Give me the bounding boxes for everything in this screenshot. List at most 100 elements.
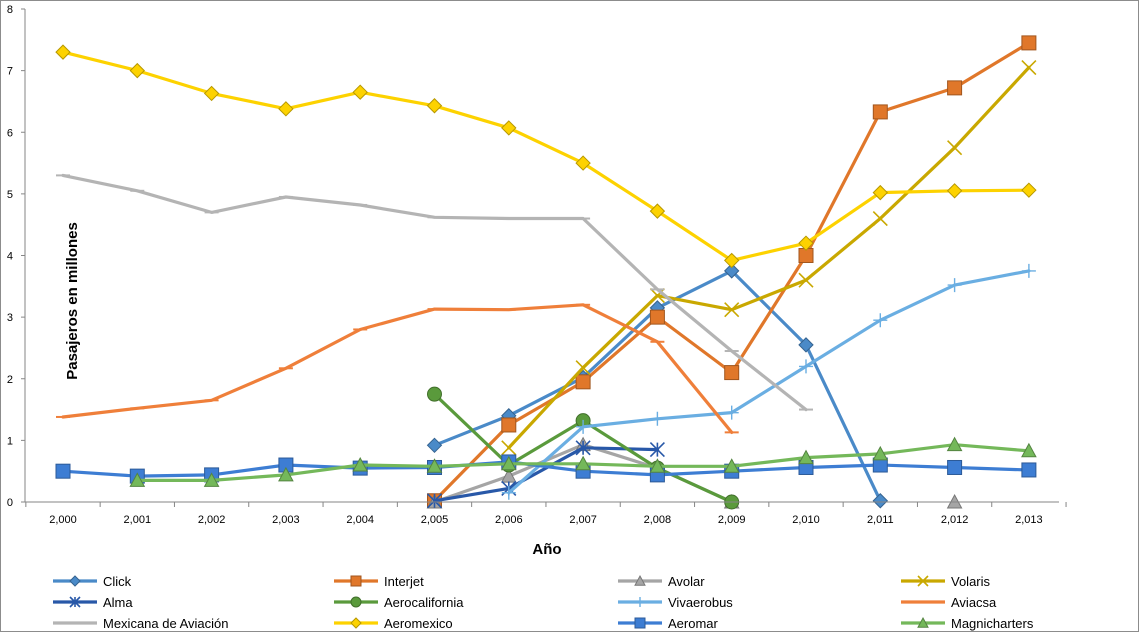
data-point-magnicharters <box>872 445 889 461</box>
data-point-vivaerobus <box>1021 263 1036 278</box>
x-tick-label: 2,000 <box>49 514 77 526</box>
legend-item-aviacsa: Aviacsa <box>901 595 997 610</box>
data-point-magnicharters <box>129 472 146 487</box>
legend-swatch-marker <box>350 617 362 629</box>
series-line-aviacsa <box>61 303 734 434</box>
series-line-vivaerobus <box>507 269 1031 495</box>
legend-label: Aerocalifornia <box>384 595 464 610</box>
x-tick-label: 2,012 <box>941 514 969 526</box>
data-point-aeromexico <box>798 235 814 251</box>
data-point-interjet <box>947 80 963 96</box>
legend-label: Avolar <box>668 574 705 589</box>
legend-label: Magnicharters <box>951 616 1034 631</box>
data-point-magnicharters <box>426 458 443 473</box>
legend-item-aeromexico: Aeromexico <box>334 616 453 631</box>
legend-item-volaris: Volaris <box>901 574 991 589</box>
data-point-vivaerobus <box>650 411 665 426</box>
data-point-aeromexico <box>501 120 517 136</box>
data-point-magnicharters <box>575 455 591 471</box>
data-point-click <box>426 437 443 454</box>
data-point-volaris <box>872 210 888 227</box>
legend-item-alma: Alma <box>53 595 133 610</box>
data-point-aeromar <box>947 459 963 475</box>
legend-item-magnicharters: Magnicharters <box>901 616 1034 631</box>
legend-swatch-marker <box>917 616 929 628</box>
data-point-interjet <box>724 365 740 381</box>
x-tick-label: 2,006 <box>495 514 523 526</box>
legend-swatch-marker <box>634 574 646 586</box>
legend-swatch-marker <box>350 596 362 608</box>
legend-swatch-marker <box>350 575 362 587</box>
x-tick-label: 2,009 <box>718 514 746 526</box>
legend: Click Interjet Avolar Volaris Alma Aerocalifo… <box>53 574 1034 631</box>
data-point-magnicharters <box>723 458 740 473</box>
data-point-click <box>872 493 889 509</box>
series-line-aeromexico <box>61 50 1031 262</box>
data-point-aeromexico <box>55 44 71 60</box>
series-vivaerobus <box>501 263 1036 500</box>
legend-swatch-marker <box>917 575 929 587</box>
data-point-alma <box>649 442 665 458</box>
x-tick-label: 2,004 <box>346 514 374 526</box>
data-point-volaris <box>798 272 814 288</box>
data-point-vivaerobus <box>799 359 813 374</box>
series-line-mexicana-de-aviacion <box>61 173 808 412</box>
data-point-magnicharters <box>500 455 517 471</box>
data-point-interjet <box>575 374 591 390</box>
data-point-vivaerobus <box>873 313 888 328</box>
series-line-aeromar <box>61 460 1031 478</box>
legend-item-click: Click <box>53 574 132 589</box>
data-point-vivaerobus <box>947 278 962 293</box>
series-aviacsa <box>56 303 739 434</box>
data-point-interjet <box>1021 35 1037 51</box>
legend-item-vivaerobus: Vivaerobus <box>618 595 733 610</box>
data-point-interjet <box>649 309 665 325</box>
y-tick-label: 4 <box>7 251 13 263</box>
series-mexicana-de-aviacion <box>56 173 813 412</box>
legend-item-mexicana-de-aviacion: Mexicana de Aviación <box>53 616 229 631</box>
data-point-vivaerobus <box>724 405 739 420</box>
x-tick-label: 2,013 <box>1015 514 1043 526</box>
legend-swatch-marker <box>634 617 646 629</box>
y-tick-label: 2 <box>7 374 13 386</box>
data-point-aeromexico <box>872 184 889 201</box>
data-point-aeromar <box>55 463 71 479</box>
y-tick-label: 3 <box>7 312 13 324</box>
data-point-aeromexico <box>946 183 963 199</box>
legend-item-avolar: Avolar <box>618 574 705 589</box>
data-point-magnicharters <box>352 456 369 472</box>
data-point-vivaerobus <box>501 485 516 500</box>
data-point-magnicharters <box>946 436 963 452</box>
data-point-avolar <box>946 493 963 509</box>
series-aeromexico <box>55 44 1037 269</box>
x-tick-label: 2,003 <box>272 514 300 526</box>
y-tick-label: 5 <box>7 189 13 201</box>
legend-label: Interjet <box>384 574 424 589</box>
data-point-alma <box>575 440 591 456</box>
legend-swatch-marker <box>69 575 81 587</box>
legend-label: Aviacsa <box>951 595 997 610</box>
x-tick-label: 2,007 <box>569 514 597 526</box>
data-point-aeromar <box>1021 462 1037 478</box>
data-point-volaris <box>501 440 517 456</box>
y-tick-label: 6 <box>7 127 13 139</box>
data-point-aeromexico <box>1021 182 1037 198</box>
data-point-aeromexico <box>203 85 220 102</box>
legend-label: Alma <box>103 595 133 610</box>
data-point-click <box>723 263 740 279</box>
data-point-aeromexico <box>278 101 294 117</box>
data-point-aeromexico <box>575 155 591 171</box>
data-point-magnicharters <box>649 458 666 473</box>
y-axis-title: Pasajeros en millones <box>64 222 81 380</box>
data-point-aeromexico <box>426 98 443 114</box>
y-tick-label: 0 <box>7 497 13 509</box>
x-axis-title: Año <box>532 541 561 558</box>
legend-label: Aeromar <box>668 616 719 631</box>
x-tick-label: 2,001 <box>124 514 152 526</box>
data-point-volaris <box>724 302 740 318</box>
y-tick-label: 1 <box>7 435 13 447</box>
x-tick-label: 2,010 <box>792 514 820 526</box>
y-tick-label: 8 <box>7 4 13 16</box>
data-point-magnicharters <box>278 466 294 482</box>
